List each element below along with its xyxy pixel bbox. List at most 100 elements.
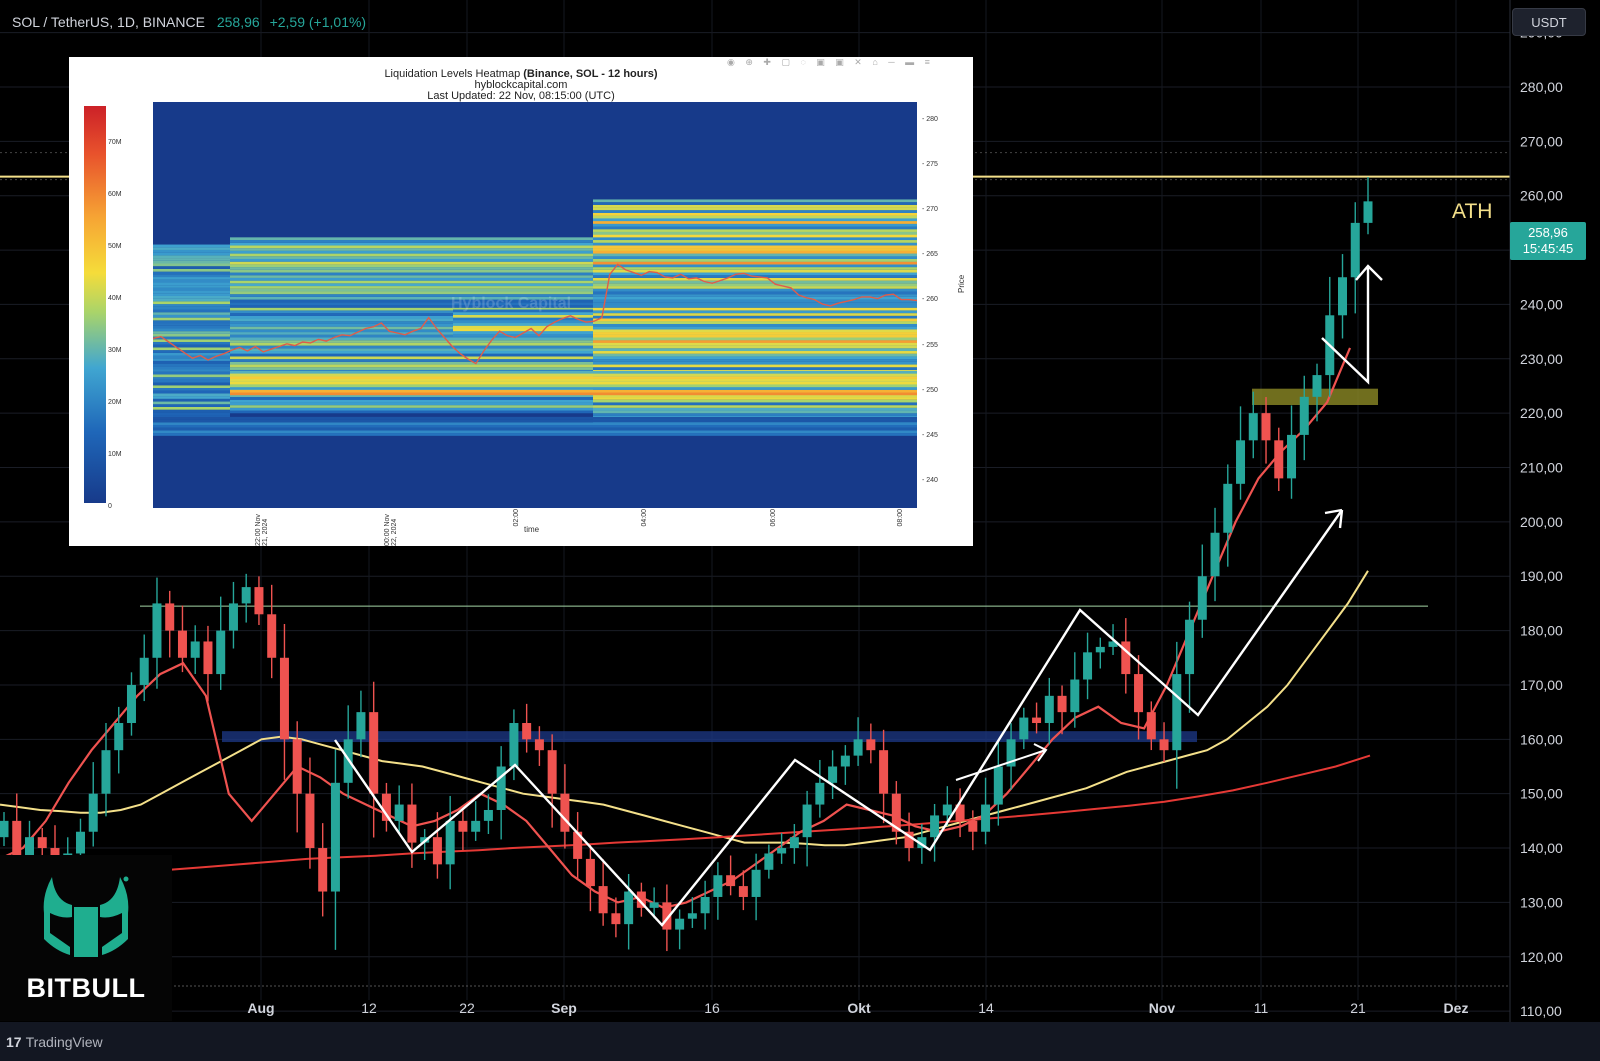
heatmap-band [593,307,917,311]
heatmap-band [153,317,230,321]
heatmap-band [593,218,917,222]
tradingview-brand[interactable]: 17 TradingView [6,1034,103,1050]
heatmap-band [593,361,917,365]
heatmap-band [230,348,593,352]
candle-body [254,587,264,615]
heatmap-band [230,370,917,374]
heatmap-y-tick: - 270 [922,206,938,214]
price-tick-label: 190,00 [1520,568,1563,584]
heatmap-band [153,427,917,431]
candle-body [1274,440,1284,479]
ath-label: ATH [1452,200,1492,223]
heatmap-y-tick: - 260 [922,296,938,304]
candle-body [190,641,200,658]
heatmap-band [593,340,917,343]
heatmap-band [153,366,230,370]
symbol-name: SOL / TetherUS, 1D, BINANCE [12,14,205,30]
candle-body [726,875,736,887]
candle-body [955,804,965,821]
candle-body [75,831,85,854]
heatmap-band [153,258,230,261]
heatmap-y-tick: - 265 [922,251,938,259]
candle-body [0,820,9,838]
candle-body [789,837,799,849]
heatmap-band [153,422,917,425]
heatmap-band [230,280,593,284]
heatmap-band [593,234,917,238]
colorbar-tick: 10M [108,451,122,458]
heatmap-band [230,237,593,241]
heatmap-band [153,344,230,348]
candle-body [496,766,506,810]
heatmap-band [593,321,917,324]
heatmap-band [593,323,917,327]
tradingview-brand-text: TradingView [25,1034,103,1050]
heatmap-band [593,315,917,319]
colorbar-tick: 0 [108,503,112,510]
heatmap-band [593,253,917,257]
heatmap-band [593,288,917,292]
bull-icon [43,876,129,957]
moving-average-line [0,570,1369,847]
heatmap-band [153,323,230,326]
heatmap-band [453,323,593,326]
currency-button[interactable]: USDT [1512,8,1586,36]
candle-body [152,603,162,658]
candle-body [279,657,289,740]
price-axis[interactable]: 290,00280,00270,00260,00250,00240,00230,… [1509,0,1600,1022]
candle-body [598,886,608,914]
candle-body [24,837,34,859]
heatmap-band [230,361,593,365]
price-tick-label: 210,00 [1520,460,1563,476]
heatmap-band [453,317,593,321]
heatmap-band [153,325,230,329]
heatmap-band [593,294,917,297]
colorbar-tick: 30M [108,347,122,354]
heatmap-band [230,351,593,354]
heatmap-y-tick: - 275 [922,161,938,169]
candle-body [1363,201,1373,223]
candle-body [1350,222,1360,278]
heatmap-band [230,359,593,362]
heatmap-band [230,334,593,338]
heatmap-band [230,288,593,292]
heatmap-band [230,299,593,303]
heatmap-band [230,245,593,249]
candle-body [228,603,238,631]
heatmap-band [230,326,593,330]
candle-body [114,723,124,751]
heatmap-band [230,345,593,349]
moving-average-line [0,347,1352,909]
heatmap-updated: Last Updated: 22 Nov, 08:15:00 (UTC) [427,90,615,102]
candle-body [126,684,136,724]
colorbar-tick: 70M [108,139,122,146]
heatmap-band [593,342,917,346]
heatmap-band [153,424,917,428]
heatmap-band [593,399,917,403]
candle-body [203,641,213,675]
time-tick-label: 12 [361,1000,377,1016]
heatmap-band [230,405,593,408]
heatmap-band [230,307,593,311]
heatmap-band [593,240,917,243]
heatmap-subtitle: hyblockcapital.com [474,79,568,91]
heatmap-band [153,360,230,364]
candle-body [139,657,149,685]
heatmap-band [153,371,230,375]
heatmap-band [453,328,593,332]
candle-body [879,750,889,794]
heatmap-toolbar[interactable]: ◉ ⊕ ✚ ▢ ◌ ▣ ▣ ✕ ⌂ ─ ▬ ≡ [727,57,934,67]
heatmap-band [593,286,917,289]
heatmap-band [153,363,230,367]
candle-body [305,793,315,849]
heatmap-band [593,237,917,241]
price-tick-label: 120,00 [1520,949,1563,965]
heatmap-band [593,296,917,300]
heatmap-band [230,283,593,287]
time-axis[interactable]: Aug 12 22 Sep 16 Okt 14 Nov 11 21 Dez [247,1000,1468,1016]
heatmap-band [153,433,917,436]
price-tick-label: 280,00 [1520,79,1563,95]
heatmap-x-tick: 04:00 [641,509,648,527]
heatmap-band [230,399,593,403]
heatmap-band [153,268,230,272]
